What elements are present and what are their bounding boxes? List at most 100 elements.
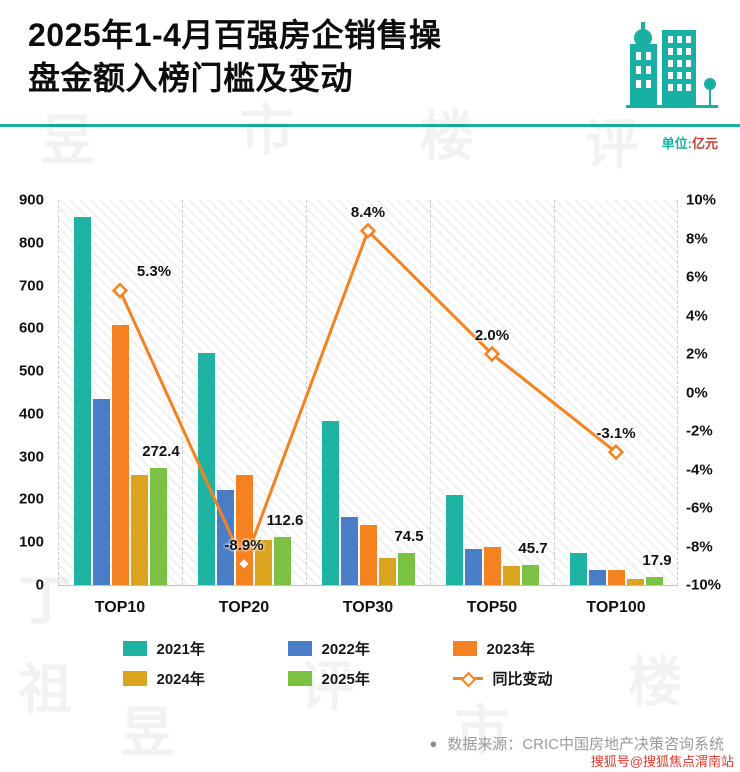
bar-2025年-TOP30 xyxy=(397,553,415,585)
gridline xyxy=(58,200,59,585)
yoy-label-TOP30: 8.4% xyxy=(350,203,386,221)
bar-2024年-TOP10 xyxy=(130,474,148,585)
bullet-icon: ● xyxy=(429,736,438,751)
bar-value-label-TOP20: 112.6 xyxy=(266,511,304,529)
legend-line-marker xyxy=(452,671,483,687)
header: 2025年1-4月百强房企销售操 盘金额入榜门槛及变动 xyxy=(0,0,740,117)
page-title-line1: 2025年1-4月百强房企销售操 xyxy=(28,17,442,53)
legend-item-2021年: 2021年 xyxy=(122,638,288,659)
right-axis-tick: -8% xyxy=(686,538,713,555)
plot-area: 272.4 112.6 74.5 45.7 17.9 5.3% -8.9% 8.4% 2.0% -… xyxy=(58,200,678,586)
x-axis-label-TOP20: TOP20 xyxy=(218,599,270,616)
left-axis-tick: 400 xyxy=(18,405,44,423)
bar-value-label-TOP50: 45.7 xyxy=(518,540,548,558)
bar-2025年-TOP100 xyxy=(645,577,663,585)
chart: 900 800 700 600 500 400 300 200 100 0 272.4 112.6 7… xyxy=(0,170,740,618)
bar-2022年-TOP50 xyxy=(464,549,482,585)
bar-2024年-TOP50 xyxy=(502,565,520,585)
legend-label: 2021年 xyxy=(156,641,205,658)
x-axis: TOP10 TOP20 TOP30 TOP50 TOP100 xyxy=(58,591,678,617)
x-axis-label-TOP100: TOP100 xyxy=(586,599,646,616)
legend-diamond-icon xyxy=(460,671,476,687)
bar-2022年-TOP10 xyxy=(92,398,110,585)
left-axis-tick: 800 xyxy=(18,234,44,252)
bar-2023年-TOP10 xyxy=(111,324,129,585)
right-axis-tick: 0% xyxy=(686,384,708,401)
left-axis-tick: 100 xyxy=(18,533,44,551)
yoy-line xyxy=(111,222,625,572)
legend-swatch xyxy=(122,641,147,656)
right-axis-tick: 10% xyxy=(686,191,717,209)
bar-value-label-TOP100: 17.9 xyxy=(642,552,672,570)
legend-item-2025年: 2025年 xyxy=(287,668,453,689)
left-axis: 900 800 700 600 500 400 300 200 100 0 xyxy=(0,192,52,594)
data-source: ● 数据来源：CRIC中国房地产决策咨询系统 xyxy=(0,733,740,754)
legend-row-1: 2021年 2022年 2023年 xyxy=(122,638,618,659)
legend-label: 2025年 xyxy=(321,671,370,688)
gridline xyxy=(554,200,555,585)
yoy-label-TOP50: 2.0% xyxy=(474,327,510,344)
legend-swatch xyxy=(287,671,312,686)
unit-label: 单位: xyxy=(661,136,692,151)
right-axis-tick: -6% xyxy=(686,499,713,517)
sohu-watermark: 搜狐号@搜狐焦点渭南站 xyxy=(590,754,734,769)
data-source-text: 数据来源：CRIC中国房地产决策咨询系统 xyxy=(447,736,724,753)
bar-value-label-TOP30: 74.5 xyxy=(394,528,424,546)
right-axis-tick: -4% xyxy=(686,461,713,478)
bar-2024年-TOP100 xyxy=(626,578,644,585)
bar-2021年-TOP100 xyxy=(569,553,587,585)
bar-2023年-TOP100 xyxy=(607,570,625,585)
left-axis-tick: 200 xyxy=(18,490,44,508)
bar-2025年-TOP20 xyxy=(273,536,291,585)
legend-label: 2024年 xyxy=(156,671,205,688)
buildings-icon xyxy=(626,16,718,117)
legend-label: 同比变动 xyxy=(492,671,553,688)
yoy-label-TOP100: -3.1% xyxy=(596,425,636,443)
legend-row-2: 2024年 2025年 同比变动 xyxy=(122,668,618,689)
right-axis-tick: 6% xyxy=(686,268,708,286)
bar-value-label-TOP10: 272.4 xyxy=(142,443,180,461)
right-axis-tick: -2% xyxy=(686,422,713,440)
gridline xyxy=(677,200,678,585)
left-axis-tick: 700 xyxy=(18,277,44,295)
gridline xyxy=(182,200,183,585)
legend-swatch xyxy=(452,641,477,656)
yoy-label-TOP20: -8.9% xyxy=(224,536,264,554)
bar-2022年-TOP100 xyxy=(588,570,606,585)
legend-item-同比变动: 同比变动 xyxy=(452,668,618,689)
unit-value: 亿元 xyxy=(691,136,718,151)
legend-swatch xyxy=(287,641,312,656)
header-divider xyxy=(0,124,740,127)
watermark-char: 昱 xyxy=(120,703,174,763)
right-axis-tick: 2% xyxy=(686,345,708,363)
legend-swatch xyxy=(122,671,147,686)
legend-label: 2023年 xyxy=(486,641,535,658)
yoy-label-TOP10: 5.3% xyxy=(136,263,172,281)
bar-2021年-TOP10 xyxy=(73,217,91,585)
legend-item-2023年: 2023年 xyxy=(452,638,618,659)
legend-item-2022年: 2022年 xyxy=(287,638,453,659)
unit-row: 单位:亿元 xyxy=(0,127,740,152)
left-axis-tick: 500 xyxy=(18,362,44,380)
legend: 2021年 2022年 2023年 2024年 2025年 同比变动 xyxy=(0,638,740,689)
legend-label: 2022年 xyxy=(321,641,370,658)
left-axis-tick: 0 xyxy=(35,576,44,594)
x-axis-label-TOP50: TOP50 xyxy=(466,599,518,616)
left-axis-tick: 300 xyxy=(18,448,44,466)
right-axis-tick: 8% xyxy=(686,230,708,247)
bar-2021年-TOP30 xyxy=(321,421,339,585)
bar-2025年-TOP10 xyxy=(149,468,167,585)
bar-2023年-TOP30 xyxy=(359,525,377,585)
bar-2024年-TOP20 xyxy=(254,540,272,585)
bar-2025年-TOP50 xyxy=(521,565,539,585)
page-title-line2: 盘金额入榜门槛及变动 xyxy=(28,60,354,96)
right-axis: 10% 8% 6% 4% 2% 0% -2% -4% -6% -8% -10% xyxy=(686,192,740,594)
x-axis-label-TOP10: TOP10 xyxy=(94,599,146,616)
left-axis-tick: 900 xyxy=(18,191,44,209)
right-axis-tick: -10% xyxy=(686,576,722,594)
bar-2023年-TOP50 xyxy=(483,546,501,585)
bar-2021年-TOP20 xyxy=(197,353,215,585)
right-axis-tick: 4% xyxy=(686,307,708,324)
page-title: 2025年1-4月百强房企销售操 盘金额入榜门槛及变动 xyxy=(28,14,441,100)
